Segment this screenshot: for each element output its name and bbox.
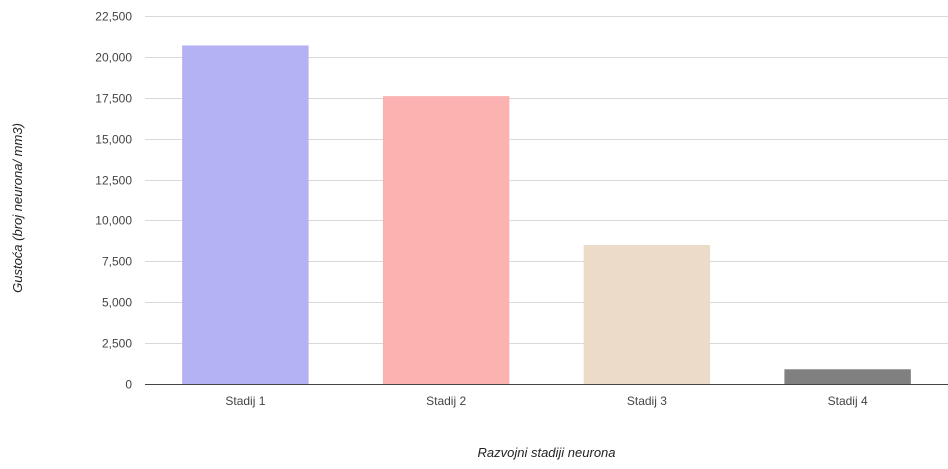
x-tick-label: Stadij 4 [828, 394, 868, 408]
y-tick-label: 17,500 [95, 92, 132, 106]
y-tick-label: 2,500 [102, 337, 132, 351]
y-tick-label: 5,000 [102, 296, 132, 310]
bar-stadij-3 [583, 244, 711, 384]
y-tick-label: 22,500 [95, 10, 132, 24]
bar-stadij-4 [784, 369, 911, 384]
y-tick-label: 20,000 [95, 51, 132, 65]
y-tick-label: 7,500 [102, 255, 132, 269]
y-tick-label: 0 [125, 378, 132, 392]
x-tick-label: Stadij 2 [426, 394, 466, 408]
x-tick-label: Stadij 3 [627, 394, 667, 408]
x-tick-label: Stadij 1 [225, 394, 265, 408]
bar-stadij-1 [182, 45, 309, 384]
x-axis-ticks: Stadij 1 Stadij 2 Stadij 3 Stadij 4 [225, 394, 868, 408]
bar-stadij-2 [382, 96, 510, 385]
y-axis-ticks: 0 2,500 5,000 7,500 10,000 12,500 15,000 17,500… [95, 10, 132, 392]
bars [182, 45, 911, 385]
x-axis-title: Razvojni stadiji neurona [477, 445, 615, 460]
y-axis-title: Gustoća (broj neurona/ mm3) [10, 123, 25, 293]
y-tick-label: 12,500 [95, 174, 132, 188]
y-tick-label: 10,000 [95, 214, 132, 228]
y-tick-label: 15,000 [95, 133, 132, 147]
